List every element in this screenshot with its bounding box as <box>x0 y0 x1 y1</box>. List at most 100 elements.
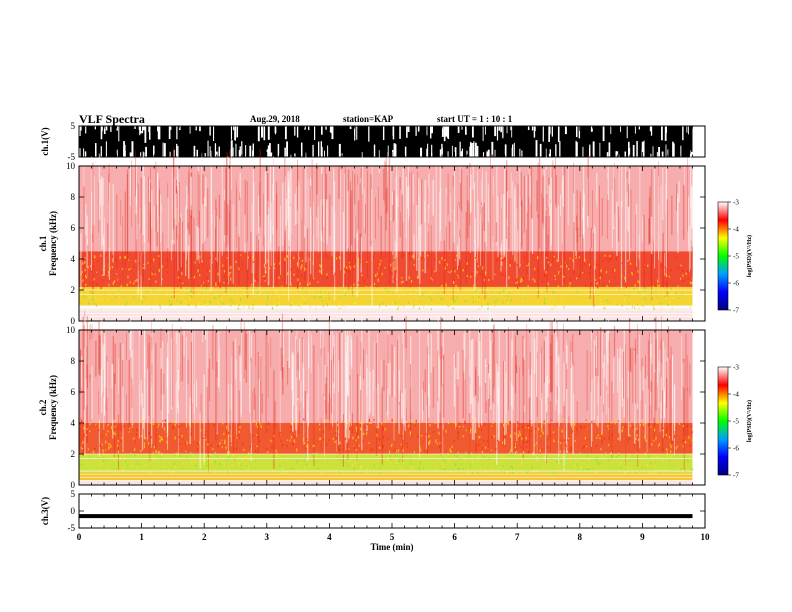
ch1-spectrogram-striation <box>691 246 693 278</box>
ch2-spectrogram-striation <box>104 336 106 406</box>
ch2-spectrogram-striation <box>257 352 259 454</box>
ch1-spectrogram-speckle <box>515 288 518 291</box>
ch1-spectrogram-striation <box>378 186 379 221</box>
ch1-spectrogram-speckle <box>681 269 683 272</box>
ch1-spectrogram-speckle <box>471 271 473 275</box>
ch2-spectrogram-speckle <box>153 458 155 462</box>
ch2-spectrogram-speckle <box>521 425 523 428</box>
ch1-spectrogram-speckle <box>474 257 477 259</box>
ch2-spectrogram-speckle <box>691 438 693 442</box>
ch2-spectrogram-speckle <box>675 454 677 457</box>
ch2-spectrogram-speckle <box>440 453 442 456</box>
ch2-spectrogram-striation <box>292 351 294 432</box>
ch1-spectrogram-speckle <box>338 303 340 306</box>
ch2-spectrogram-speckle <box>285 459 287 462</box>
ch2-spectrogram-striation <box>427 333 429 398</box>
ch1-spectrogram-striation <box>621 165 623 207</box>
ch1-spectrogram-speckle <box>158 268 160 273</box>
ch1-spectrogram-speckle <box>543 274 546 278</box>
ch1-waveform-gap <box>420 147 423 157</box>
ch1-spectrogram-speckle <box>326 303 328 307</box>
ch1-spectrogram-striation <box>282 182 284 246</box>
ch2-spectrogram-speckle <box>515 451 518 453</box>
ch2-spectrogram-striation <box>236 359 237 436</box>
ch2-spectrogram-speckle <box>419 462 421 464</box>
ch2-spectrogram-speckle <box>666 427 669 431</box>
ch2-spectrogram-speckle <box>169 422 171 424</box>
ch1-waveform-gap <box>393 143 396 157</box>
ch1-spectrogram-speckle <box>135 260 137 263</box>
ch1-spectrogram-striation <box>371 242 373 308</box>
ch1-spectrogram-speckle <box>301 259 304 263</box>
ch2-spectrogram-speckle <box>213 470 215 473</box>
ch1-spectrogram-speckle <box>274 283 276 286</box>
ch2-spectrogram-striation <box>91 324 93 367</box>
ch1-spectrogram-ylabel-frequency: Frequency (kHz) <box>48 211 58 276</box>
ch2-spectrogram-striation <box>489 311 491 396</box>
ch1-spectrogram-speckle <box>229 284 231 286</box>
ch1-spectrogram-speckle <box>556 259 558 262</box>
ch2-spectrogram-speckle <box>599 462 601 465</box>
ch1-spectrogram-speckle <box>472 300 475 304</box>
ch2-spectrogram-striation <box>604 354 606 379</box>
ch2-spectrogram-striation <box>644 378 646 440</box>
ch2-spectrogram-striation <box>349 321 351 376</box>
ch2-spectrogram-speckle <box>400 448 402 451</box>
ch2-spectrogram-striation <box>437 329 438 428</box>
ch2-spectrogram-striation <box>506 331 507 414</box>
ch2-spectrogram-speckle <box>341 420 343 422</box>
ch2-spectrogram-speckle <box>689 444 691 447</box>
ch1-spectrogram-speckle <box>282 279 284 281</box>
ch2-spectrogram-speckle <box>251 453 253 457</box>
ch1-spectrogram-speckle <box>474 258 476 261</box>
ch1-spectrogram-striation <box>440 186 442 242</box>
ch1-spectrogram-striation <box>563 165 566 284</box>
ch2-spectrogram-speckle <box>646 463 648 467</box>
ch2-spectrogram-speckle <box>547 445 549 449</box>
ch2-spectrogram-speckle <box>301 460 303 462</box>
ch2-spectrogram-speckle <box>503 423 505 427</box>
ch2-spectrogram-striation <box>519 366 520 447</box>
ch1-waveform-gap <box>549 149 551 157</box>
ch2-spectrogram-striation <box>151 387 152 448</box>
ch1-spectrogram-speckle <box>488 286 491 289</box>
ch2-spectrogram-speckle <box>682 425 685 427</box>
ch2-spectrogram-striation <box>323 346 325 397</box>
ch2-spectrogram-striation <box>685 333 687 437</box>
ch2-spectrogram-speckle <box>527 426 530 429</box>
ch2-spectrogram-speckle <box>525 426 527 429</box>
ch2-spectrogram-speckle <box>290 436 293 439</box>
ch1-spectrogram-striation <box>397 169 399 207</box>
ch2-spectrogram-striation <box>457 385 459 441</box>
ch2-spectrogram-speckle <box>270 439 272 442</box>
ch1-spectrogram-striation <box>228 245 229 285</box>
ch2-spectrogram-speckle <box>149 471 152 475</box>
ch2-spectrogram-speckle <box>598 462 600 466</box>
ch2-spectrogram-speckle <box>383 435 385 439</box>
ch2-spectrogram-speckle <box>399 458 402 460</box>
ch1-spectrogram-speckle <box>515 282 517 284</box>
ch2-spectrogram-speckle <box>557 466 560 468</box>
ch1-spectrogram-speckle <box>198 285 200 287</box>
ch2-spectrogram-striation <box>410 379 411 422</box>
ch1-spectrogram-speckle <box>230 277 232 281</box>
ch1-spectrogram-speckle <box>631 272 633 276</box>
ch1-spectrogram-striation <box>305 152 307 263</box>
ch1-spectrogram-speckle <box>411 307 414 309</box>
ch2-spectrogram-striation <box>487 363 489 449</box>
ch2-spectrogram-speckle <box>608 470 610 473</box>
ch1-spectrogram-speckle <box>568 257 570 261</box>
ch1-waveform-gap <box>485 126 486 135</box>
ch2-spectrogram-speckle <box>591 420 593 424</box>
ch1-spectrogram-speckle <box>466 275 468 278</box>
ch1-spectrogram-speckle <box>99 301 101 304</box>
ch1-spectrogram-speckle <box>552 291 554 294</box>
ch2-spectrogram-striation <box>442 358 444 385</box>
ch1-spectrogram-speckle <box>167 258 169 261</box>
ch1-spectrogram-speckle <box>369 286 372 288</box>
ch2-spectrogram-striation <box>357 373 359 437</box>
ch2-spectrogram-striation <box>129 320 131 351</box>
ch1-spectrogram-speckle <box>191 268 193 272</box>
ch1-spectrogram-speckle <box>429 296 431 298</box>
ch1-spectrogram-striation <box>555 174 557 208</box>
